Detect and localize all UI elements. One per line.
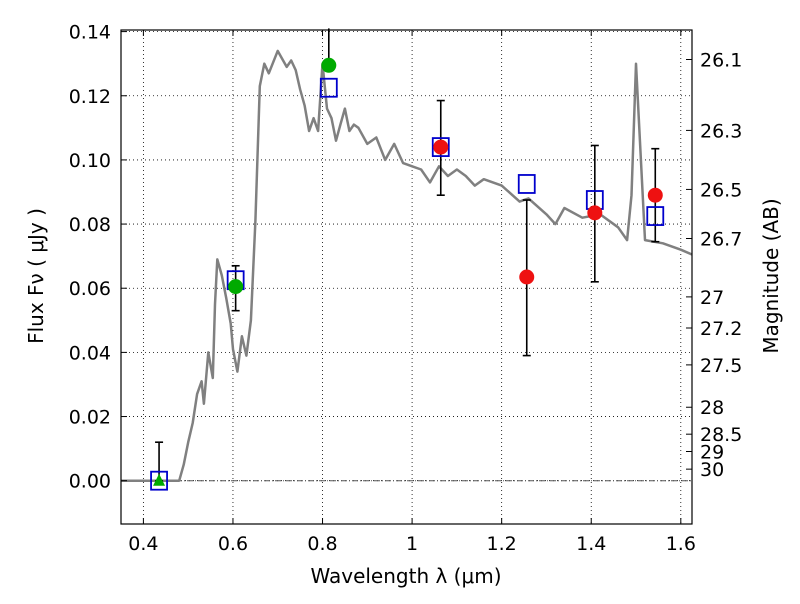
y-tick-label: 0.12 bbox=[69, 86, 111, 108]
model-photometry-square bbox=[319, 77, 338, 98]
model-photometry-square bbox=[431, 137, 450, 157]
magnitude-tick-label: 26.1 bbox=[700, 50, 742, 72]
x-tick-label: 0.6 bbox=[218, 533, 248, 555]
magnitude-tick-label: 27.5 bbox=[700, 355, 742, 377]
magnitude-tick-label: 27 bbox=[700, 287, 724, 309]
red-data-point bbox=[587, 205, 603, 221]
magnitude-tick-label: 30 bbox=[700, 459, 724, 481]
green-data-point bbox=[321, 57, 337, 73]
green-data-point bbox=[228, 279, 244, 295]
red-data-point bbox=[433, 139, 449, 155]
magnitude-tick-label: 28.5 bbox=[700, 424, 742, 446]
y-tick-label: 0.00 bbox=[69, 471, 111, 493]
model-photometry-square bbox=[646, 206, 665, 226]
red-data-point bbox=[519, 269, 535, 285]
y-tick-label: 0.02 bbox=[69, 407, 111, 429]
x-tick-label: 0.4 bbox=[128, 533, 158, 555]
model-spectrum bbox=[121, 49, 693, 482]
y-tick-label: 0.04 bbox=[69, 342, 111, 364]
magnitude-tick-label: 28 bbox=[700, 397, 724, 419]
x-tick-label: 1.2 bbox=[487, 533, 517, 555]
x-tick-label: 1 bbox=[406, 533, 418, 555]
magnitude-tick-label: 29 bbox=[700, 442, 724, 464]
right-axis-label: Magnitude (AB) bbox=[759, 198, 783, 353]
y-axis-ticks: 0.00 0.02 0.04 0.06 0.08 0.10 0.12 0.14 bbox=[69, 22, 127, 493]
x-axis-label: Wavelength λ (μm) bbox=[310, 564, 501, 588]
red-data-point bbox=[647, 187, 663, 203]
x-tick-label: 1.4 bbox=[576, 533, 606, 555]
model-spectrum-line bbox=[121, 49, 693, 482]
grid-lines bbox=[121, 30, 692, 524]
y-axis-label: Flux Fν ( μJy ) bbox=[24, 208, 48, 344]
y-tick-label: 0.10 bbox=[69, 150, 111, 172]
error-bars bbox=[155, 28, 660, 482]
y-tick-label: 0.08 bbox=[69, 214, 111, 236]
magnitude-tick-label: 27.2 bbox=[700, 318, 742, 340]
upper-limit-triangle bbox=[153, 473, 166, 486]
magnitude-tick-label: 26.7 bbox=[700, 229, 742, 251]
data-markers bbox=[150, 57, 665, 491]
magnitude-tick-label: 26.3 bbox=[700, 120, 742, 142]
y-tick-label: 0.06 bbox=[69, 278, 111, 300]
plot-frame bbox=[120, 29, 693, 525]
model-photometry-square bbox=[517, 174, 536, 194]
model-photometry-square bbox=[150, 470, 168, 491]
x-axis-ticks: 0.4 0.6 0.8 1 1.2 1.4 1.6 bbox=[128, 30, 696, 555]
x-tick-label: 1.6 bbox=[666, 533, 696, 555]
x-tick-label: 0.8 bbox=[307, 533, 337, 555]
magnitude-tick-label: 26.5 bbox=[700, 179, 742, 201]
y-tick-label: 0.14 bbox=[69, 22, 111, 44]
